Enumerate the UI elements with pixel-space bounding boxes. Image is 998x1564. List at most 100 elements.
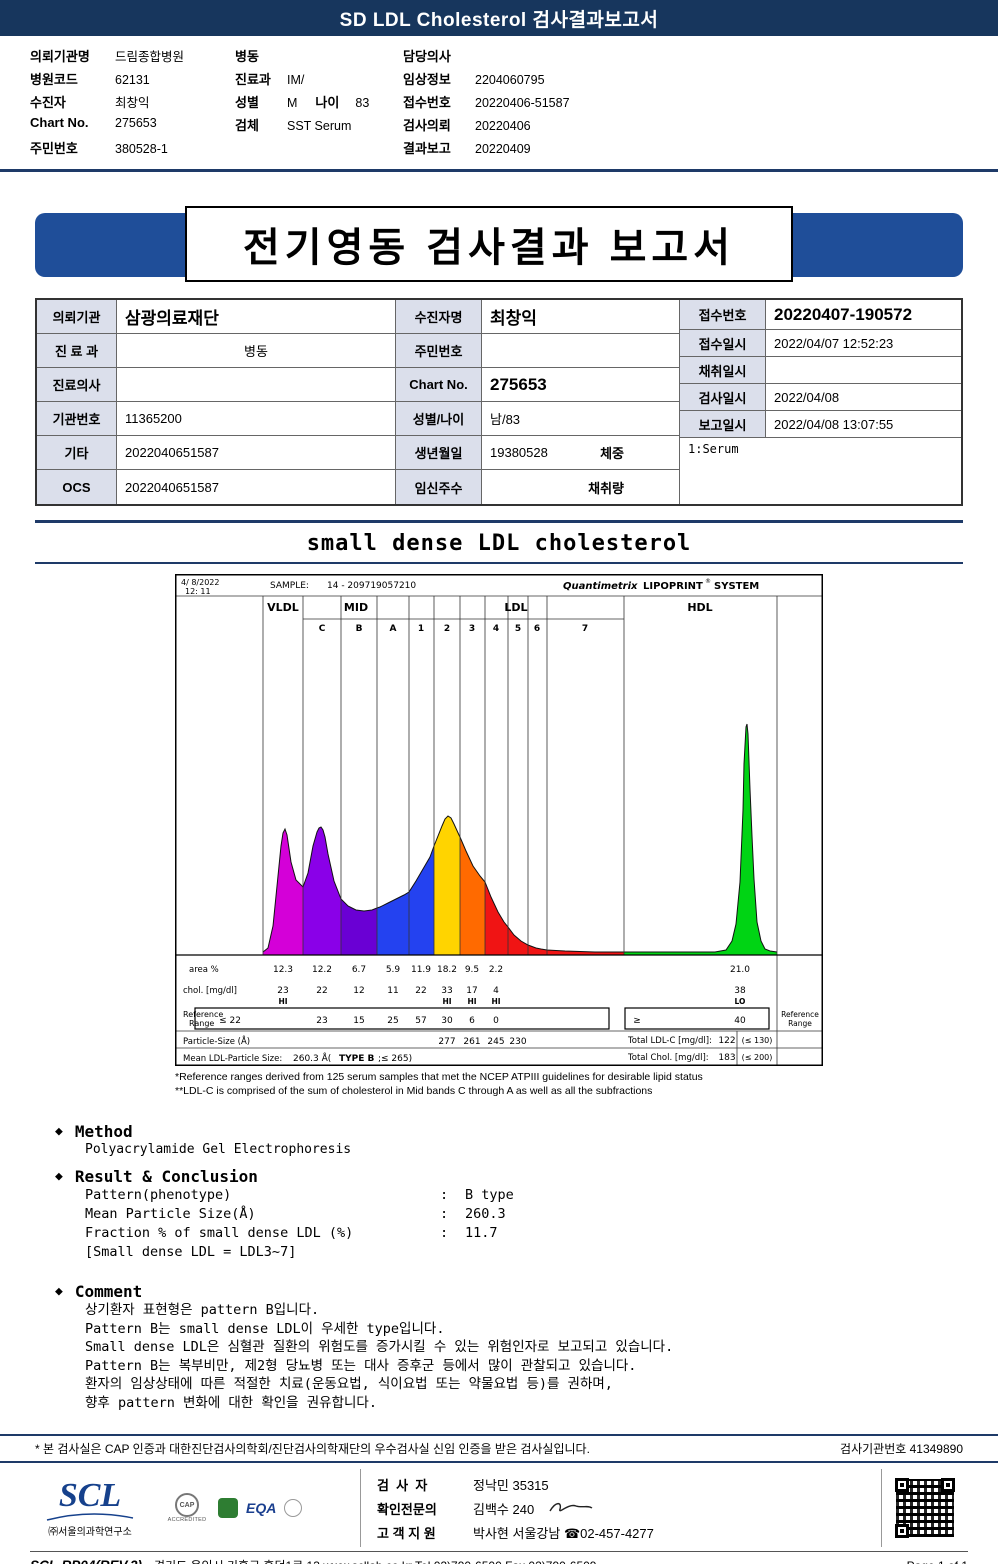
table-row: 임신주수 채취량: [396, 470, 679, 504]
cell-label: OCS: [37, 470, 117, 504]
accreditation-logos: CAP ACCREDITED EQA: [164, 1493, 303, 1523]
field-label: 진료과: [235, 72, 271, 87]
chart-time: 12: 11: [185, 587, 211, 596]
reference-range-box: [194, 1007, 610, 1030]
row-label-range: Range: [189, 1019, 214, 1028]
result-value: 11.7: [465, 1225, 498, 1242]
mid-a-band-fill: [377, 892, 409, 955]
footnote-1: *Reference ranges derived from 125 serum…: [175, 1071, 703, 1083]
area-value: 18.2: [437, 965, 457, 975]
cell-label: 주민번호: [396, 334, 482, 367]
cell-value: 2022040651587: [125, 479, 219, 495]
chol-value: 12: [353, 986, 364, 996]
cell-label: 검사일시: [680, 384, 766, 410]
table-row: 기타 2022040651587: [37, 436, 395, 470]
chol-flag: HI: [467, 997, 476, 1006]
chol-value: 33: [441, 986, 452, 996]
cell-label: 접수일시: [680, 330, 766, 356]
logo-block: SCL ㈜서울의과학연구소 CAP ACCREDITED EQA: [30, 1469, 360, 1547]
weight-label: 체중: [600, 446, 624, 461]
cell-value: 2022/04/08 13:07:55: [774, 416, 894, 432]
diamond-icon: ◆: [55, 1169, 63, 1185]
sign-value: 정낙민 35315: [473, 1477, 549, 1493]
method-heading: ◆ Method: [55, 1122, 998, 1141]
cell-label: 생년월일: [396, 436, 482, 469]
total-chol-value: 183: [718, 1053, 735, 1063]
area-value: 5.9: [386, 965, 401, 975]
table-row: 진 료 과 병동: [37, 334, 395, 368]
chol-value: 23: [277, 986, 288, 996]
field-row: 검사의뢰 20220406: [403, 115, 968, 138]
patient-info-col3: 담당의사 임상정보 2204060795 접수번호 20220406-51587 검…: [403, 46, 968, 161]
hdl-band-fill: [624, 724, 777, 955]
chol-flag: HI: [278, 997, 287, 1006]
ref-hdl-value: 40: [734, 1016, 746, 1026]
brand-quantimetrix: Quantimetrix: [563, 581, 638, 592]
table-row: 1:Serum: [680, 438, 961, 504]
chart-border: [175, 574, 823, 1066]
divider: [0, 1461, 998, 1464]
section-title: small dense LDL cholesterol: [306, 531, 692, 556]
field-label: 성별: [235, 95, 259, 110]
divider: [30, 1551, 968, 1553]
field-value: 275653: [115, 116, 157, 130]
chol-value: 22: [316, 986, 327, 996]
cell-label: 성별/나이: [396, 402, 482, 435]
colon: :: [440, 1187, 449, 1204]
lipoprint-chart: 4/ 8/2022 12: 11 SAMPLE: 14 - 2097190572…: [175, 574, 823, 1066]
subband-label: C: [319, 624, 326, 634]
cell-value: [117, 368, 395, 401]
result-value: 260.3: [465, 1206, 506, 1223]
row-label-mean: Mean LDL-Particle Size:: [183, 1054, 282, 1064]
ref-value: 30: [441, 1016, 453, 1026]
banner-title: 전기영동 검사결과 보고서: [242, 226, 736, 270]
footer-bottom-row: SCL-RP04(REV.2) 경기도 용인시 기흥구 흥덕1로 13 www.…: [0, 1552, 998, 1564]
ref-value: ≤ 22: [219, 1016, 241, 1026]
particle-size-value: 245: [487, 1037, 504, 1047]
field-row: 성별 M 나이 83: [235, 92, 403, 115]
comment-line: 상기환자 표현형은 pattern B입니다.: [85, 1302, 320, 1319]
field-label: 검사의뢰: [403, 118, 451, 133]
field-label: 임상정보: [403, 72, 451, 87]
chart-date: 4/ 8/2022: [181, 578, 219, 587]
subband-label: 6: [534, 624, 540, 634]
cell-label: 기타: [37, 436, 117, 469]
scl-logo-subtitle: ㈜서울의과학연구소: [48, 1526, 132, 1538]
brand-lipoprint: LIPOPRINT: [643, 581, 703, 592]
table-row: 의뢰기관 삼광의료재단: [37, 300, 395, 334]
group-label-vldl: VLDL: [267, 601, 299, 614]
signature-row: 검 사 자 정낙민 35315: [377, 1475, 865, 1494]
field-row: 결과보고 20220409: [403, 138, 968, 161]
subband-label: 4: [493, 624, 499, 634]
patient-info-col2: 병동 진료과 IM/ 성별 M 나이 83 검체 SST Serum: [235, 46, 403, 161]
signature-row: 확인전문의 김백수 240: [377, 1499, 865, 1518]
field-row: 진료과 IM/: [235, 69, 403, 92]
mid-c-band-fill: [303, 827, 341, 955]
particle-size-value: 261: [463, 1037, 480, 1047]
cell-value: 19380528 체중: [482, 436, 679, 469]
field-value: 20220409: [475, 142, 531, 156]
ldl2-band-fill: [434, 816, 460, 955]
lipoprint-chart-wrap: 4/ 8/2022 12: 11 SAMPLE: 14 - 2097190572…: [175, 574, 823, 1098]
eqa-logo: EQA: [246, 1500, 277, 1517]
sign-label: 고 객 지 원: [377, 1525, 436, 1541]
vldl-band-fill: [263, 829, 303, 955]
ref-value: 15: [353, 1016, 364, 1026]
banner-title-box: 전기영동 검사결과 보고서: [185, 206, 793, 282]
field-row: 검체 SST Serum: [235, 115, 403, 138]
result-label: Fraction % of small dense LDL (%): [85, 1225, 354, 1242]
electrophoresis-curve: [262, 723, 778, 953]
comment-heading: ◆ Comment: [55, 1282, 998, 1301]
certification-note: * 본 검사실은 CAP 인증과 대한진단검사의학회/진단검사의학재단의 우수검…: [35, 1442, 590, 1457]
chol-flag: HI: [491, 997, 500, 1006]
subband-label: 1: [418, 624, 424, 634]
field-label: 의뢰기관명: [30, 49, 90, 64]
chol-value: 4: [493, 986, 499, 996]
cell-label: Chart No.: [396, 368, 482, 401]
chol-value-hdl: 38: [734, 986, 746, 996]
subband-label: 7: [582, 624, 588, 634]
table-row: 채취일시: [680, 357, 961, 384]
ldl3-band-fill: [460, 837, 485, 955]
field-value: 20220406-51587: [475, 96, 570, 110]
